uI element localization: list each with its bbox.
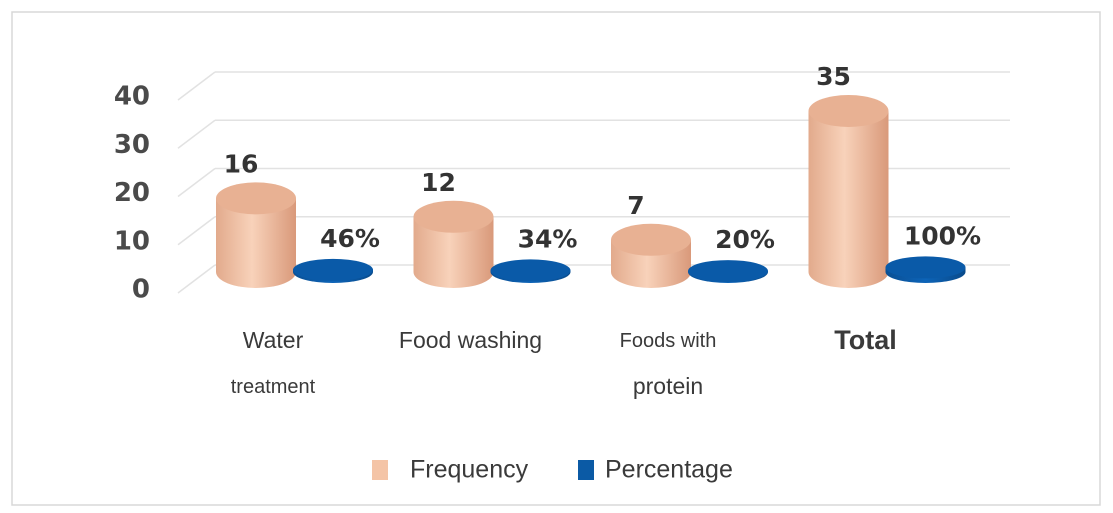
bar <box>808 111 889 288</box>
x-tick-line: treatment <box>231 376 316 398</box>
value-label: 7 <box>627 191 644 220</box>
x-tick-line: Food washing <box>399 327 542 353</box>
bar <box>413 216 494 288</box>
bar-top <box>611 223 691 256</box>
grid-line-side <box>177 71 216 101</box>
value-label: 16 <box>224 149 259 178</box>
bar-top <box>808 95 889 127</box>
value-label: 20% <box>715 225 775 254</box>
y-tick-label: 10 <box>114 226 150 256</box>
bar-top <box>688 260 768 283</box>
bar-top <box>490 259 571 282</box>
y-tick-label: 40 <box>114 82 150 112</box>
value-label: 100% <box>904 221 981 250</box>
legend-swatch <box>578 460 594 480</box>
y-tick-label: 30 <box>114 130 150 160</box>
x-tick-label: Water treatment <box>231 327 316 398</box>
legend-swatch <box>372 460 388 480</box>
bar-top <box>216 182 296 215</box>
value-label: 12 <box>421 168 456 197</box>
y-tick-label: 0 <box>132 275 150 305</box>
grid-line-side <box>177 216 216 246</box>
legend-label: Percentage <box>605 456 733 484</box>
x-tick-line: protein <box>633 373 703 399</box>
grid-line-side <box>177 119 216 149</box>
x-tick-line: Water <box>243 327 304 353</box>
grid-line-side <box>177 264 216 294</box>
grid-line-side <box>177 167 216 198</box>
value-label: 35 <box>816 62 851 91</box>
legend-label: Frequency <box>410 456 529 484</box>
bar-top <box>885 256 966 279</box>
value-label: 46% <box>320 224 380 253</box>
value-label: 34% <box>518 224 578 253</box>
bar-top <box>293 258 373 281</box>
bar <box>216 198 296 288</box>
x-tick-label: Foods with protein <box>620 330 717 399</box>
x-tick-label: Total <box>834 325 897 355</box>
x-tick-label: Food washing <box>399 327 542 353</box>
bar-top <box>413 200 494 233</box>
x-tick-line: Total <box>834 325 897 355</box>
y-tick-label: 20 <box>114 178 150 208</box>
x-tick-line: Foods with <box>620 330 717 352</box>
